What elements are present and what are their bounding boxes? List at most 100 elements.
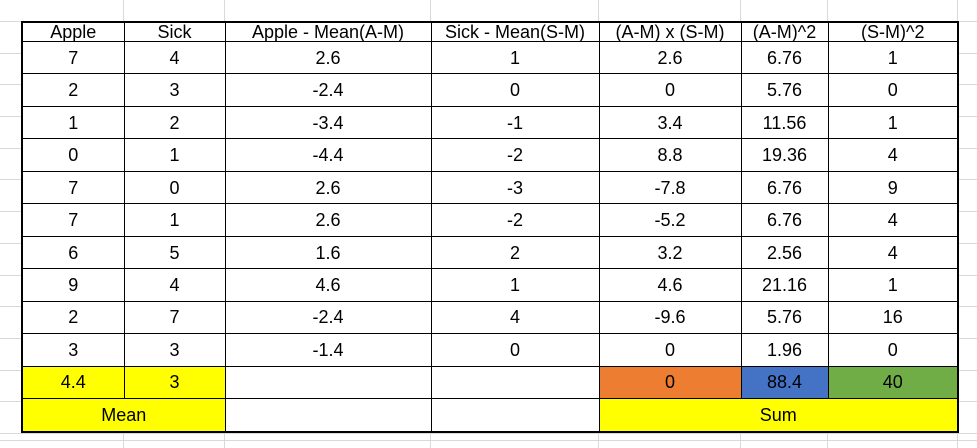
header-apple-minus-mean[interactable]: Apple - Mean(A-M) bbox=[224, 21, 432, 42]
cell-r7c2[interactable]: 5 bbox=[123, 235, 226, 270]
cell-r6c1[interactable]: 7 bbox=[21, 203, 125, 237]
sum-label-cell[interactable]: Sum bbox=[598, 398, 959, 433]
cell-r5c3[interactable]: 2.6 bbox=[224, 170, 432, 205]
cell-r2c7[interactable]: 0 bbox=[827, 73, 959, 107]
table-row: 3 3 -1.4 0 0 1.96 0 bbox=[21, 333, 959, 367]
cell-r2c4[interactable]: 0 bbox=[430, 73, 600, 107]
table-row: 9 4 4.6 1 4.6 21.16 1 bbox=[21, 268, 959, 302]
cell-r10c4[interactable]: 0 bbox=[430, 333, 600, 367]
mean-label-cell[interactable]: Mean bbox=[21, 398, 226, 433]
cell-r8c5[interactable]: 4.6 bbox=[598, 268, 742, 302]
cell-r6c5[interactable]: -5.2 bbox=[598, 203, 742, 237]
cell-r9c5[interactable]: -9.6 bbox=[598, 300, 742, 335]
cell-r7c7[interactable]: 4 bbox=[827, 235, 959, 270]
cell-r2c6[interactable]: 5.76 bbox=[740, 73, 829, 107]
cell-r9c2[interactable]: 7 bbox=[123, 300, 226, 335]
cell-r1c1[interactable]: 7 bbox=[21, 40, 125, 75]
cell-r8c7[interactable]: 1 bbox=[827, 268, 959, 302]
cell-r2c2[interactable]: 3 bbox=[123, 73, 226, 107]
empty-cell[interactable] bbox=[224, 365, 432, 400]
cell-r5c2[interactable]: 0 bbox=[123, 170, 226, 205]
cell-r9c4[interactable]: 4 bbox=[430, 300, 600, 335]
cell-r6c3[interactable]: 2.6 bbox=[224, 203, 432, 237]
empty-cell[interactable] bbox=[224, 398, 432, 433]
table-row: 0 1 -4.4 -2 8.8 19.36 4 bbox=[21, 138, 959, 172]
cell-r2c3[interactable]: -2.4 bbox=[224, 73, 432, 107]
cell-r6c4[interactable]: -2 bbox=[430, 203, 600, 237]
cell-r10c1[interactable]: 3 bbox=[21, 333, 125, 367]
header-sick-minus-mean[interactable]: Sick - Mean(S-M) bbox=[430, 21, 600, 42]
cell-r8c4[interactable]: 1 bbox=[430, 268, 600, 302]
cell-r5c7[interactable]: 9 bbox=[827, 170, 959, 205]
header-sick[interactable]: Sick bbox=[123, 21, 226, 42]
cell-r3c2[interactable]: 2 bbox=[123, 105, 226, 140]
cell-r2c1[interactable]: 2 bbox=[21, 73, 125, 107]
sm-squared-sum-cell[interactable]: 40 bbox=[827, 365, 959, 400]
cell-r4c4[interactable]: -2 bbox=[430, 138, 600, 172]
cell-r2c5[interactable]: 0 bbox=[598, 73, 742, 107]
cell-r5c4[interactable]: -3 bbox=[430, 170, 600, 205]
cell-r8c1[interactable]: 9 bbox=[21, 268, 125, 302]
covariance-table: Apple Sick Apple - Mean(A-M) Sick - Mean… bbox=[21, 21, 959, 433]
cell-r10c5[interactable]: 0 bbox=[598, 333, 742, 367]
cell-r10c3[interactable]: -1.4 bbox=[224, 333, 432, 367]
cell-r6c2[interactable]: 1 bbox=[123, 203, 226, 237]
cell-r1c2[interactable]: 4 bbox=[123, 40, 226, 75]
cell-r7c1[interactable]: 6 bbox=[21, 235, 125, 270]
cell-r8c6[interactable]: 21.16 bbox=[740, 268, 829, 302]
cell-r1c5[interactable]: 2.6 bbox=[598, 40, 742, 75]
cell-r3c5[interactable]: 3.4 bbox=[598, 105, 742, 140]
cell-r6c6[interactable]: 6.76 bbox=[740, 203, 829, 237]
cell-r9c7[interactable]: 16 bbox=[827, 300, 959, 335]
cell-r4c3[interactable]: -4.4 bbox=[224, 138, 432, 172]
cell-r1c3[interactable]: 2.6 bbox=[224, 40, 432, 75]
data-rows: 7 4 2.6 1 2.6 6.76 1 2 3 -2.4 0 0 5.76 0 1 2 -3.4 -1 3.4 11… bbox=[21, 40, 959, 367]
product-sum-cell[interactable]: 0 bbox=[598, 365, 742, 400]
cell-r7c5[interactable]: 3.2 bbox=[598, 235, 742, 270]
cell-r10c7[interactable]: 0 bbox=[827, 333, 959, 367]
cell-r4c1[interactable]: 0 bbox=[21, 138, 125, 172]
table-row: 7 4 2.6 1 2.6 6.76 1 bbox=[21, 40, 959, 75]
cell-r9c1[interactable]: 2 bbox=[21, 300, 125, 335]
cell-r3c1[interactable]: 1 bbox=[21, 105, 125, 140]
cell-r3c7[interactable]: 1 bbox=[827, 105, 959, 140]
cell-r10c6[interactable]: 1.96 bbox=[740, 333, 829, 367]
cell-r8c2[interactable]: 4 bbox=[123, 268, 226, 302]
empty-cell[interactable] bbox=[430, 365, 600, 400]
cell-r3c3[interactable]: -3.4 bbox=[224, 105, 432, 140]
cell-r8c3[interactable]: 4.6 bbox=[224, 268, 432, 302]
header-sm-squared[interactable]: (S-M)^2 bbox=[827, 21, 959, 42]
am-squared-sum-cell[interactable]: 88.4 bbox=[740, 365, 829, 400]
cell-r7c6[interactable]: 2.56 bbox=[740, 235, 829, 270]
table-row: 7 1 2.6 -2 -5.2 6.76 4 bbox=[21, 203, 959, 237]
header-product[interactable]: (A-M) x (S-M) bbox=[598, 21, 742, 42]
cell-r4c5[interactable]: 8.8 bbox=[598, 138, 742, 172]
background-gridline-horizontal bbox=[0, 433, 977, 434]
cell-r1c7[interactable]: 1 bbox=[827, 40, 959, 75]
cell-r7c3[interactable]: 1.6 bbox=[224, 235, 432, 270]
cell-r9c6[interactable]: 5.76 bbox=[740, 300, 829, 335]
cell-r1c4[interactable]: 1 bbox=[430, 40, 600, 75]
cell-r6c7[interactable]: 4 bbox=[827, 203, 959, 237]
header-am-squared[interactable]: (A-M)^2 bbox=[740, 21, 829, 42]
labels-row: Mean Sum bbox=[21, 398, 959, 433]
table-row: 7 0 2.6 -3 -7.8 6.76 9 bbox=[21, 170, 959, 205]
cell-r7c4[interactable]: 2 bbox=[430, 235, 600, 270]
cell-r3c6[interactable]: 11.56 bbox=[740, 105, 829, 140]
cell-r5c1[interactable]: 7 bbox=[21, 170, 125, 205]
cell-r5c6[interactable]: 6.76 bbox=[740, 170, 829, 205]
cell-r3c4[interactable]: -1 bbox=[430, 105, 600, 140]
header-apple[interactable]: Apple bbox=[21, 21, 125, 42]
apple-mean-cell[interactable]: 4.4 bbox=[21, 365, 125, 400]
empty-cell[interactable] bbox=[430, 398, 600, 433]
table-row: 2 3 -2.4 0 0 5.76 0 bbox=[21, 73, 959, 107]
cell-r10c2[interactable]: 3 bbox=[123, 333, 226, 367]
cell-r4c2[interactable]: 1 bbox=[123, 138, 226, 172]
cell-r4c7[interactable]: 4 bbox=[827, 138, 959, 172]
cell-r1c6[interactable]: 6.76 bbox=[740, 40, 829, 75]
cell-r5c5[interactable]: -7.8 bbox=[598, 170, 742, 205]
cell-r9c3[interactable]: -2.4 bbox=[224, 300, 432, 335]
cell-r4c6[interactable]: 19.36 bbox=[740, 138, 829, 172]
sick-mean-cell[interactable]: 3 bbox=[123, 365, 226, 400]
table-row: 6 5 1.6 2 3.2 2.56 4 bbox=[21, 235, 959, 270]
